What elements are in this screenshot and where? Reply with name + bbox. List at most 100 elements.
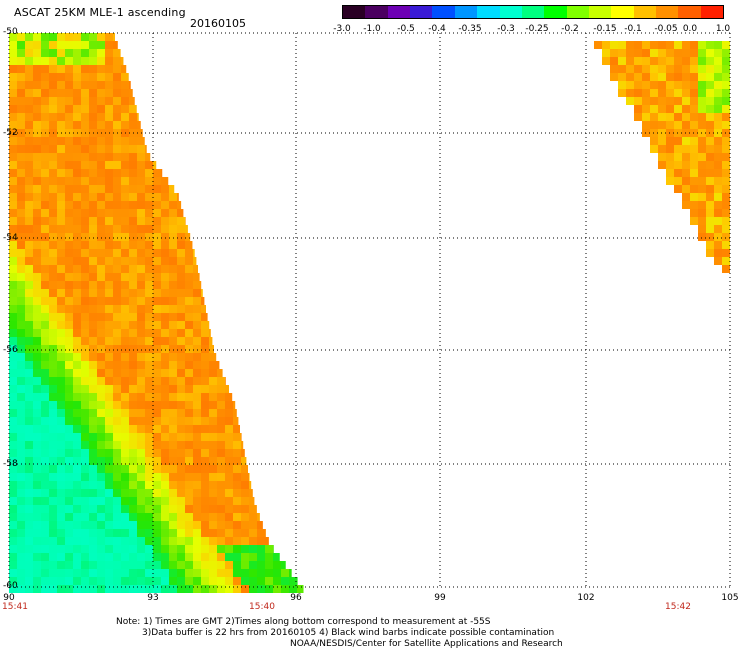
- data-cell: [81, 569, 89, 577]
- data-cell: [698, 65, 706, 73]
- data-cell: [674, 113, 682, 121]
- data-cell: [97, 113, 105, 121]
- data-cell: [105, 465, 113, 473]
- data-cell: [201, 489, 209, 497]
- data-cell: [225, 545, 233, 553]
- data-cell: [121, 265, 129, 273]
- data-cell: [177, 521, 185, 529]
- data-cell: [57, 81, 65, 89]
- data-cell: [57, 249, 65, 257]
- data-cell: [121, 561, 129, 569]
- data-cell: [161, 249, 169, 257]
- data-cell: [674, 169, 682, 177]
- data-cell: [105, 345, 113, 353]
- data-cell: [177, 561, 185, 569]
- data-cell: [249, 529, 257, 537]
- data-cell: [706, 89, 714, 97]
- data-cell: [97, 449, 105, 457]
- data-cell: [153, 393, 161, 401]
- data-cell: [706, 73, 714, 81]
- data-cell: [65, 41, 73, 49]
- data-cell: [137, 137, 145, 145]
- data-cell: [121, 425, 129, 433]
- data-cell: [33, 241, 41, 249]
- data-cell: [49, 305, 57, 313]
- data-cell: [41, 105, 49, 113]
- data-cell: [81, 81, 89, 89]
- data-cell: [185, 241, 192, 249]
- data-cell: [121, 481, 129, 489]
- data-cell: [49, 161, 57, 169]
- data-cell: [113, 193, 121, 201]
- data-cell: [153, 177, 161, 185]
- data-cell: [137, 537, 145, 545]
- data-cell: [121, 313, 129, 321]
- data-cell: [49, 449, 57, 457]
- data-cell: [674, 145, 682, 153]
- data-cell: [97, 385, 105, 393]
- data-cell: [129, 193, 137, 201]
- data-cell: [41, 249, 49, 257]
- data-cell: [185, 409, 193, 417]
- data-cell: [57, 49, 65, 57]
- data-cell: [169, 425, 177, 433]
- data-cell: [722, 105, 730, 113]
- data-cell: [674, 137, 682, 145]
- data-cell: [113, 361, 121, 369]
- data-cell: [113, 161, 121, 169]
- data-cell: [650, 41, 658, 49]
- data-cell: [81, 585, 89, 593]
- data-cell: [241, 537, 249, 545]
- data-cell: [209, 577, 217, 585]
- data-cell: [177, 281, 185, 289]
- data-cell: [33, 313, 41, 321]
- data-cell: [57, 353, 65, 361]
- data-cell: [105, 561, 113, 569]
- data-cell: [185, 353, 193, 361]
- data-cell: [722, 145, 730, 153]
- data-cell: [97, 521, 105, 529]
- data-cell: [25, 265, 33, 273]
- data-cell: [241, 529, 249, 537]
- data-cell: [49, 97, 57, 105]
- data-cell: [674, 97, 682, 105]
- data-cell: [153, 305, 161, 313]
- data-cell: [25, 481, 33, 489]
- data-cell: [129, 145, 137, 153]
- data-cell: [33, 521, 41, 529]
- data-cell: [105, 577, 113, 585]
- data-cell: [33, 361, 41, 369]
- data-cell: [25, 417, 33, 425]
- data-cell: [81, 241, 89, 249]
- data-cell: [49, 297, 57, 305]
- data-cell: [25, 217, 33, 225]
- data-cell: [97, 105, 105, 113]
- data-cell: [161, 377, 169, 385]
- data-cell: [57, 185, 65, 193]
- data-cell: [25, 513, 33, 521]
- data-cell: [57, 65, 65, 73]
- data-cell: [89, 169, 97, 177]
- data-cell: [137, 529, 145, 537]
- data-cell: [201, 545, 209, 553]
- data-cell: [682, 121, 690, 129]
- data-cell: [209, 345, 214, 353]
- data-cell: [706, 49, 714, 57]
- data-cell: [17, 369, 25, 377]
- data-cell: [650, 73, 658, 81]
- data-cell: [25, 137, 33, 145]
- data-cell: [105, 249, 113, 257]
- data-cell: [129, 361, 137, 369]
- data-cell: [105, 161, 113, 169]
- data-cell: [17, 401, 25, 409]
- data-cell: [177, 497, 185, 505]
- data-cell: [145, 297, 153, 305]
- data-cell: [73, 537, 81, 545]
- data-cell: [105, 49, 113, 57]
- data-cell: [225, 441, 233, 449]
- data-cell: [177, 465, 185, 473]
- data-cell: [105, 153, 113, 161]
- data-cell: [17, 121, 25, 129]
- data-cell: [706, 81, 714, 89]
- data-cell: [193, 561, 201, 569]
